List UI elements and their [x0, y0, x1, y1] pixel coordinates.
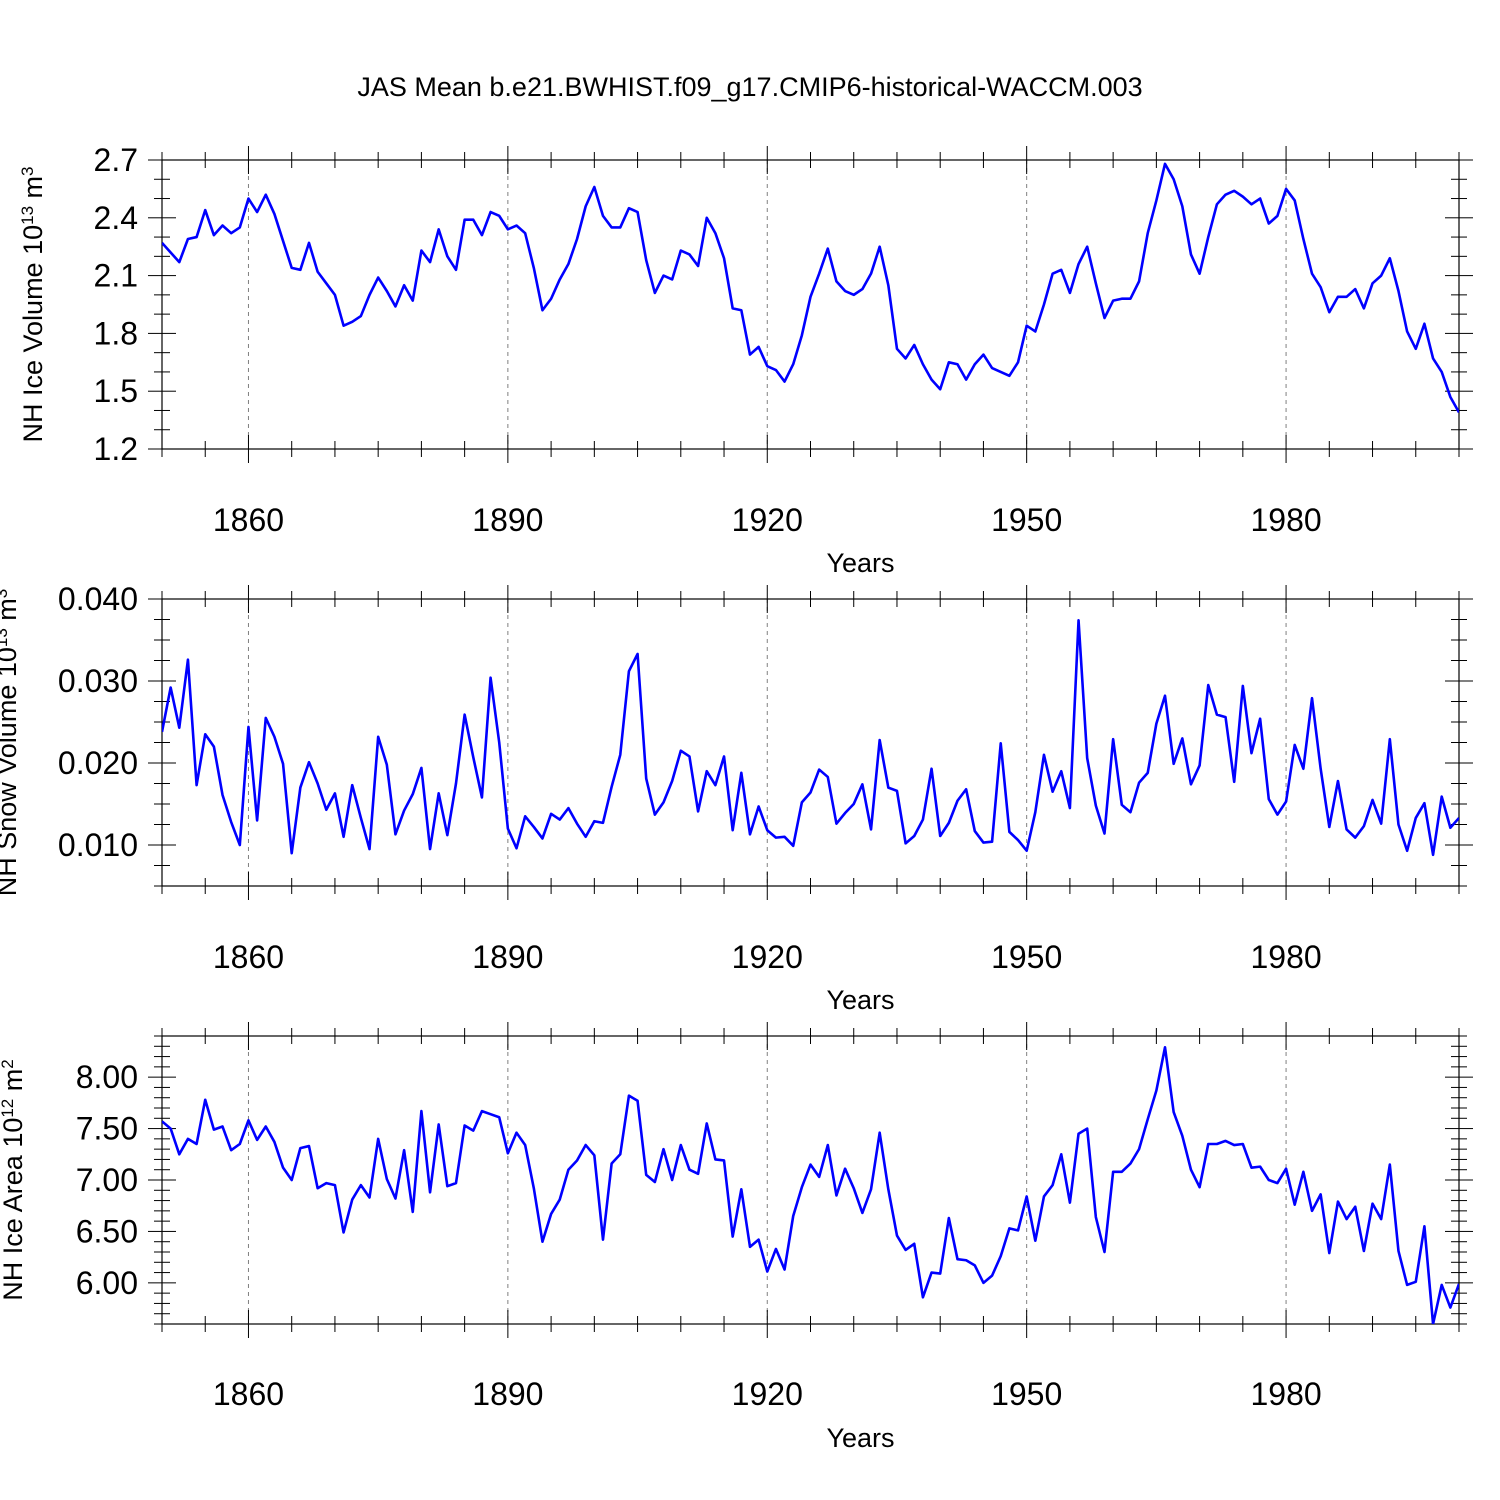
ice-area-xtick-label-1950: 1950: [991, 1376, 1062, 1412]
ice-volume-xtick-label-1920: 1920: [732, 502, 803, 538]
ice-area-xtick-label-1890: 1890: [472, 1376, 543, 1412]
ice-volume-ytick-label-1: 1.5: [94, 373, 138, 409]
ice-volume-series-line-0: [162, 162, 1459, 414]
ice-area-ytick-label-2: 7.00: [76, 1162, 138, 1198]
snow-volume-xtick-label-1890: 1890: [472, 939, 543, 975]
ice-volume-xtick-label-1980: 1980: [1250, 502, 1321, 538]
ice-volume-ytick-label-3: 2.1: [94, 258, 138, 294]
ice-area-ytick-label-4: 8.00: [76, 1059, 138, 1095]
ice-area-series-line-0: [162, 1046, 1459, 1324]
ice-volume-xtick-label-1860: 1860: [213, 502, 284, 538]
ice-volume-y-axis-title-part-2: m: [18, 176, 48, 206]
ice-area-y-axis-title-part-0: NH Ice Area 10: [0, 1118, 28, 1301]
panel-ice-area: 1860 1890 1920 1950 1980 6.00 6.50 7.00 7.50 8.00…: [0, 1022, 1473, 1453]
ice-volume-plot-frame: [161, 159, 1460, 450]
snow-volume-y-axis-title-part-3: 3: [0, 589, 11, 598]
ice-volume-ytick-label-4: 2.4: [94, 200, 138, 236]
ice-area-xtick-label-1980: 1980: [1250, 1376, 1321, 1412]
snow-volume-y-axis-title-part-2: m: [0, 598, 22, 628]
ice-area-ytick-label-1: 6.50: [76, 1213, 138, 1249]
ice-area-plot-frame: [161, 1035, 1460, 1325]
ice-volume-ytick-label-2: 1.8: [94, 315, 138, 351]
ice-area-y-axis-title-part-2: m: [0, 1069, 28, 1099]
panel-snow-volume: 1860 1890 1920 1950 1980 0.010 0.020 0.030 0.040…: [0, 581, 1473, 1015]
snow-volume-y-axis-title-part-1: 13: [0, 628, 11, 647]
snow-volume-plot-frame: [161, 598, 1460, 887]
ice-volume-xtick-label-1890: 1890: [472, 502, 543, 538]
ice-area-y-axis-title-part-1: 12: [0, 1099, 17, 1118]
snow-volume-xtick-label-1920: 1920: [732, 939, 803, 975]
ice-volume-y-axis-title-part-0: NH Ice Volume 10: [18, 225, 48, 443]
ice-volume-y-axis-title: NH Ice Volume 1013 m3: [18, 167, 48, 443]
ice-volume-xtick-label-1950: 1950: [991, 502, 1062, 538]
ice-area-xtick-label-1920: 1920: [732, 1376, 803, 1412]
ice-volume-ytick-label-5: 2.7: [94, 142, 138, 178]
ice-area-x-axis-title: Years: [826, 1423, 894, 1453]
ice-volume-y-axis-title-part-3: 3: [18, 167, 37, 176]
snow-volume-ytick-label-3: 0.040: [58, 581, 138, 617]
figure-title: JAS Mean b.e21.BWHIST.f09_g17.CMIP6-hist…: [357, 72, 1142, 102]
ice-area-y-axis-title-part-3: 2: [0, 1059, 17, 1068]
snow-volume-ytick-label-2: 0.030: [58, 663, 138, 699]
ice-area-y-axis-title: NH Ice Area 1012 m2: [0, 1059, 28, 1300]
ice-area-xtick-label-1860: 1860: [213, 1376, 284, 1412]
snow-volume-series-line-0: [162, 619, 1459, 857]
snow-volume-ytick-label-1: 0.020: [58, 745, 138, 781]
ice-area-ytick-label-0: 6.00: [76, 1265, 138, 1301]
ice-volume-y-axis-title-part-1: 13: [18, 206, 37, 225]
snow-volume-y-axis-title-part-0: NH Snow Volume 10: [0, 647, 22, 896]
ice-volume-x-axis-title: Years: [826, 548, 894, 578]
snow-volume-xtick-label-1950: 1950: [991, 939, 1062, 975]
snow-volume-xtick-label-1860: 1860: [213, 939, 284, 975]
snow-volume-ytick-label-0: 0.010: [58, 827, 138, 863]
ice-area-ytick-label-3: 7.50: [76, 1111, 138, 1147]
snow-volume-x-axis-title: Years: [826, 985, 894, 1015]
snow-volume-y-axis-title: NH Snow Volume 1013 m3: [0, 589, 22, 897]
panel-ice-volume: 1860 1890 1920 1950 1980 1.2 1.5 1.8 2.1 2.4 2.7 Ye…: [18, 142, 1473, 578]
ice-volume-ytick-label-0: 1.2: [94, 431, 138, 467]
snow-volume-xtick-label-1980: 1980: [1250, 939, 1321, 975]
